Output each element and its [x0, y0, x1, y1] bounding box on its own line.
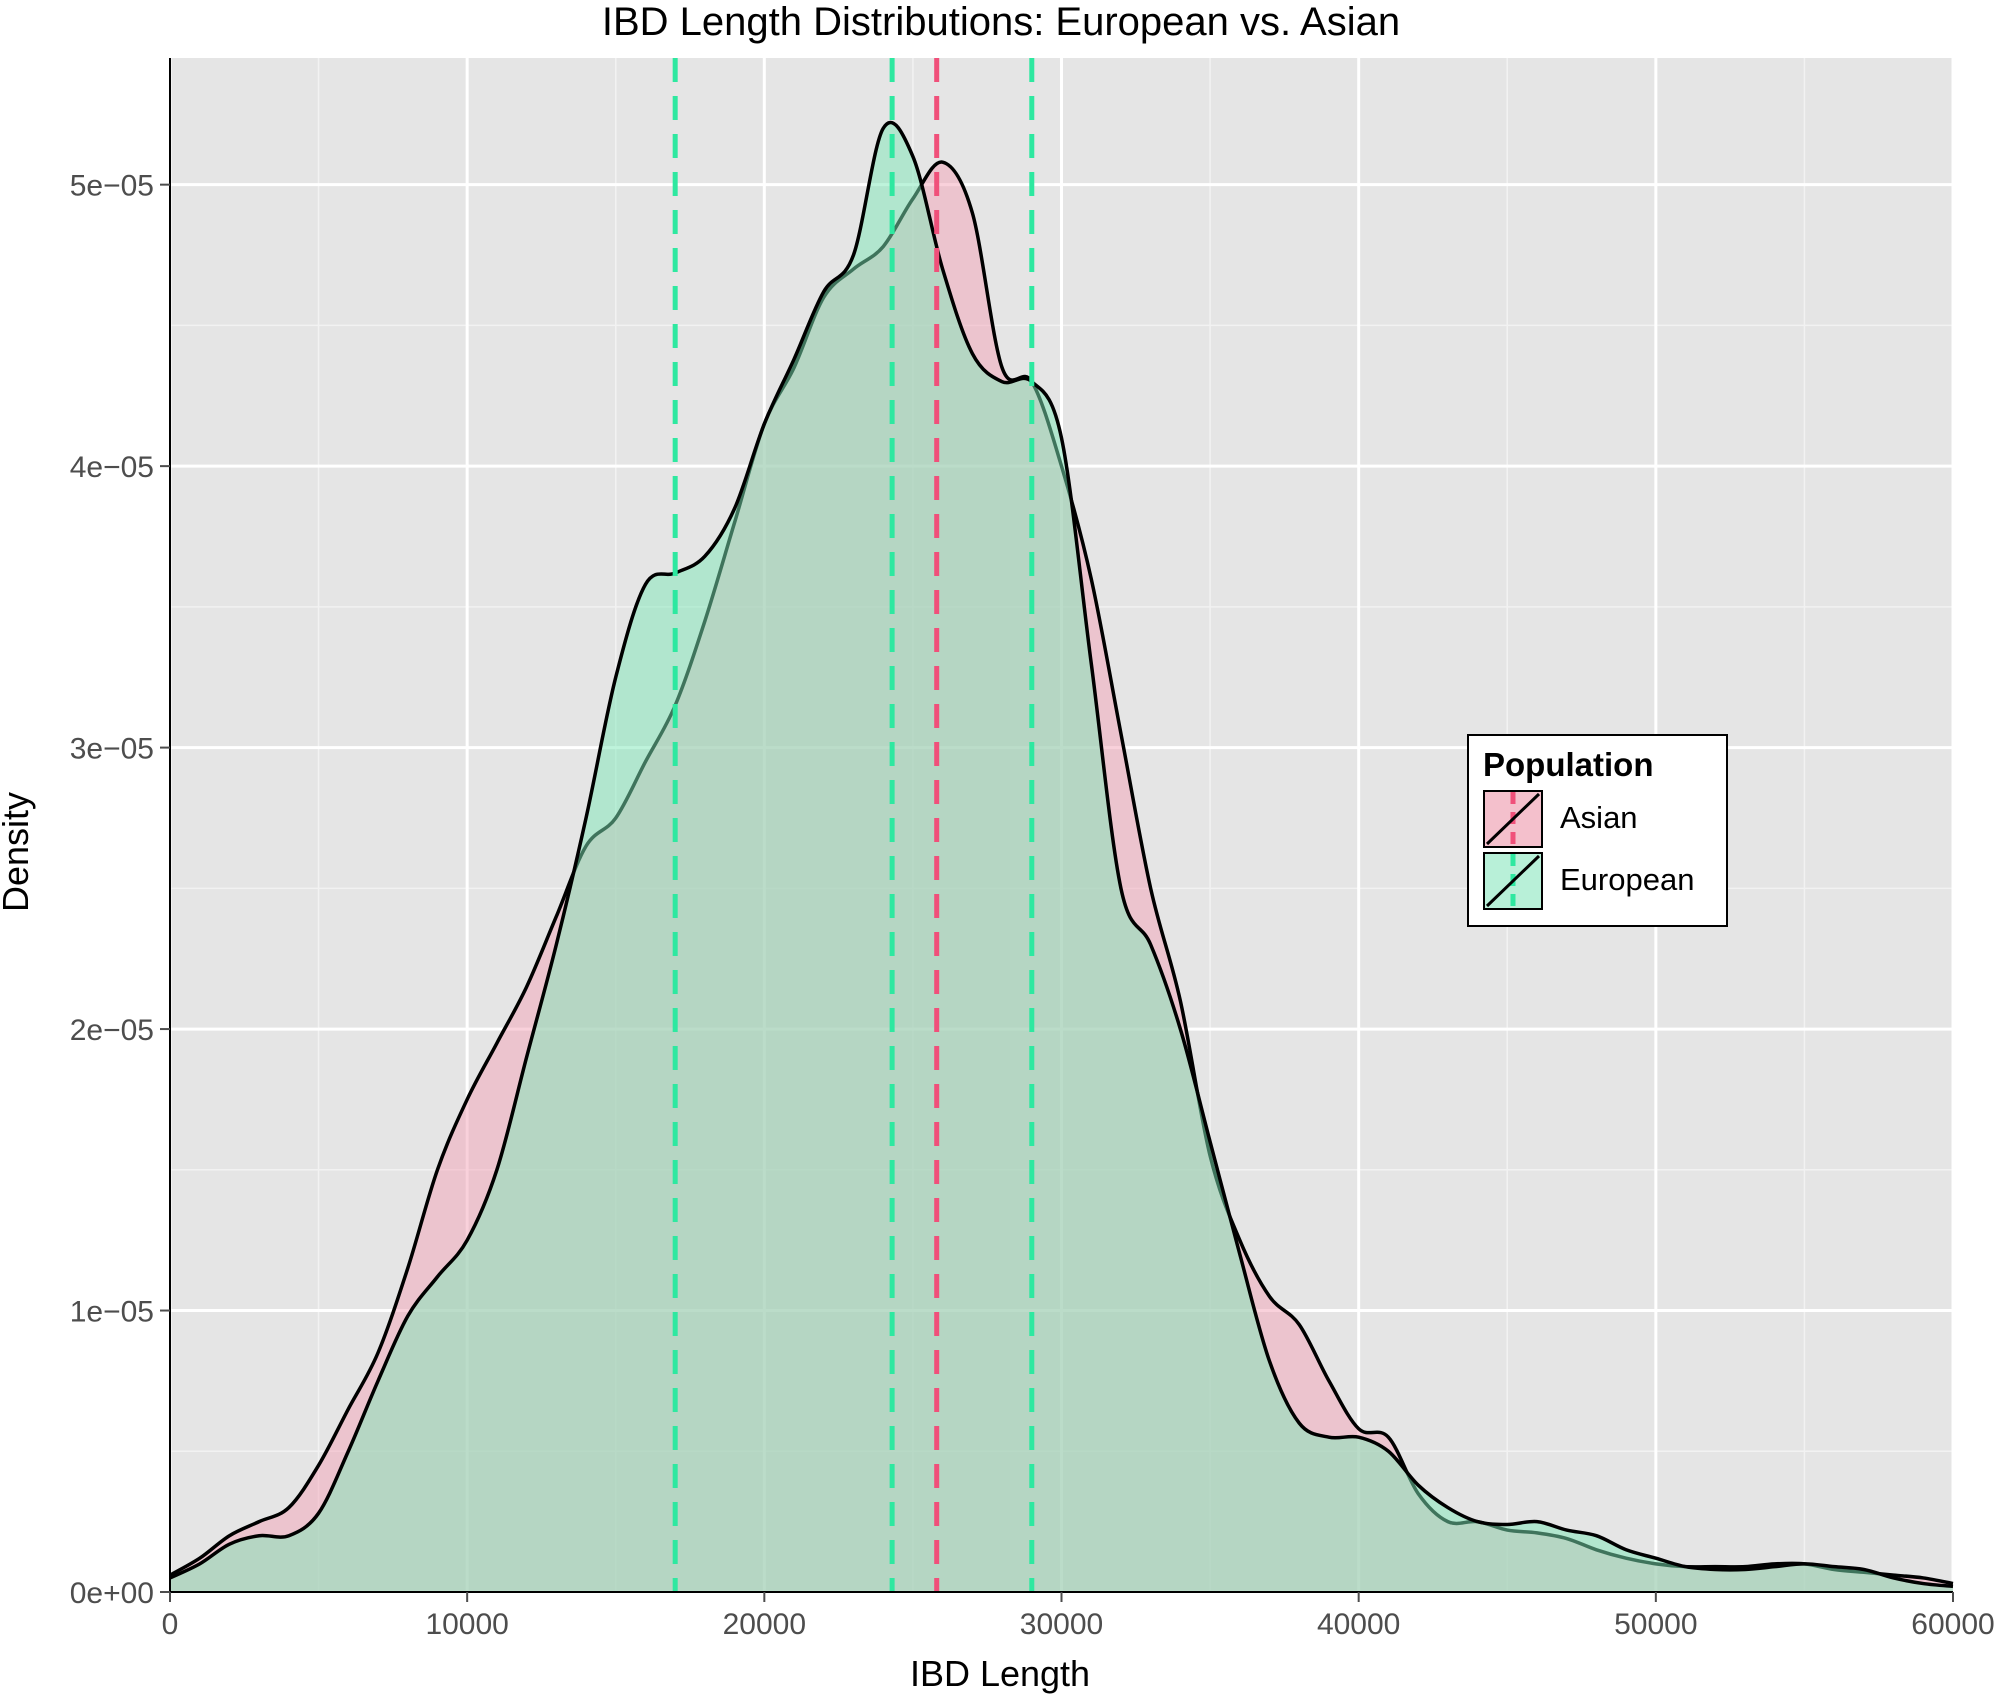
y-tick-label: 4e−05: [70, 451, 154, 484]
x-tick-label: 0: [162, 1608, 179, 1641]
y-tick-label: 5e−05: [70, 170, 154, 203]
axes: 0 10000 20000 30000 40000 50000 60000 0e+00 1e−0…: [70, 58, 1995, 1641]
density-area-european: [170, 122, 1953, 1592]
x-tick-label: 50000: [1614, 1608, 1697, 1641]
density-line-european: [169, 120, 1954, 1589]
legend: Population Asian European: [1467, 734, 1728, 927]
legend-entry-european: European: [1483, 852, 1723, 910]
y-tick-label: 3e−05: [70, 733, 154, 766]
x-tick-label: 10000: [425, 1608, 508, 1641]
density-areas: [169, 120, 1954, 1592]
y-tick-label: 0e+00: [70, 1577, 154, 1610]
legend-title: Population: [1483, 746, 1654, 783]
legend-label-european: European: [1560, 862, 1695, 897]
legend-label-asian: Asian: [1560, 800, 1638, 835]
x-tick-label: 20000: [723, 1608, 806, 1641]
x-tick-label: 30000: [1020, 1608, 1103, 1641]
legend-key-european: [1483, 852, 1543, 910]
x-tick-label: 60000: [1911, 1608, 1994, 1641]
x-axis-label: IBD Length: [910, 1653, 1090, 1694]
legend-entry-asian: Asian: [1483, 790, 1723, 848]
legend-key-asian: [1483, 790, 1543, 848]
x-tick-label: 40000: [1317, 1608, 1400, 1641]
y-axis-label: Density: [0, 792, 36, 912]
y-tick-label: 1e−05: [70, 1296, 154, 1329]
y-tick-label: 2e−05: [70, 1014, 154, 1047]
mean-lines: [672, 58, 1035, 1592]
chart-title: IBD Length Distributions: European vs. A…: [602, 0, 1400, 44]
